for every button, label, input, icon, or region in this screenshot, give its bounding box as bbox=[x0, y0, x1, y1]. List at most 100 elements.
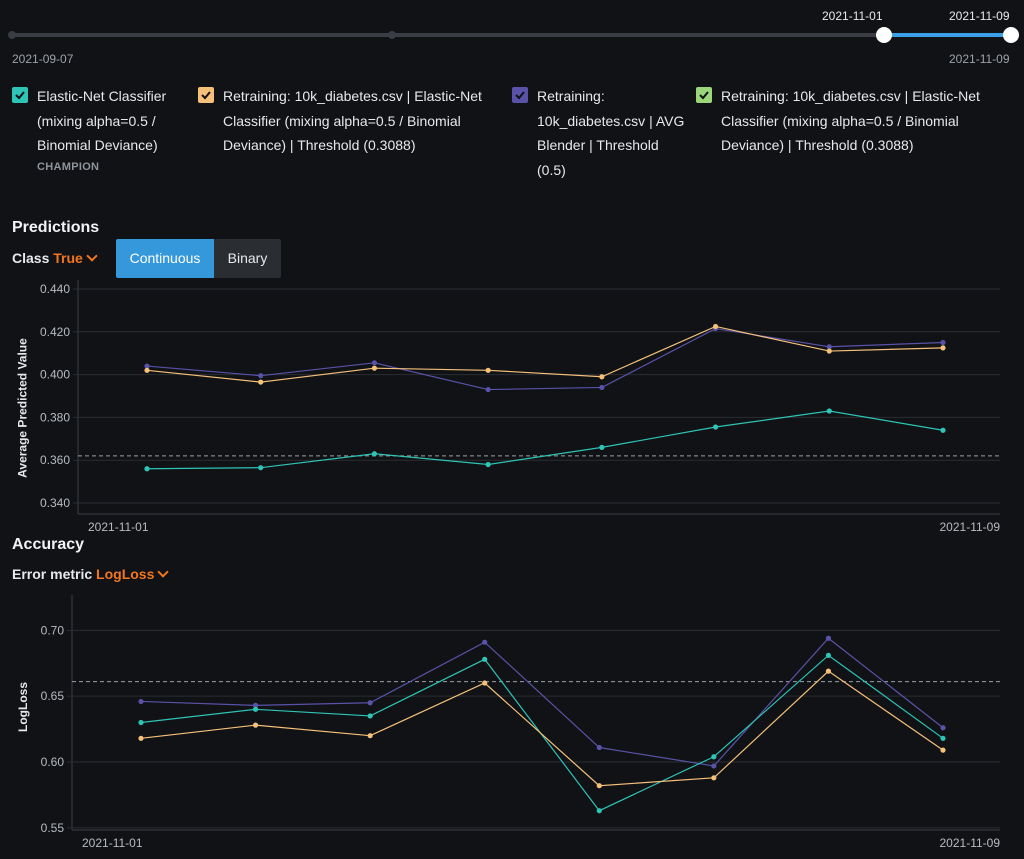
data-point bbox=[482, 656, 488, 662]
accuracy-title: Accuracy bbox=[12, 536, 85, 553]
error-metric-value[interactable]: LogLoss bbox=[96, 566, 155, 582]
data-point bbox=[258, 373, 264, 379]
error-metric-selector[interactable]: Error metric LogLoss bbox=[12, 566, 170, 582]
legend-label-line: 10k_diabetes.csv | AVG bbox=[537, 112, 685, 129]
checkbox[interactable] bbox=[696, 87, 712, 103]
data-point bbox=[252, 706, 259, 712]
y-tick-label: 0.60 bbox=[41, 755, 65, 769]
data-point bbox=[371, 360, 378, 366]
timeline-tick bbox=[388, 31, 396, 39]
data-point bbox=[825, 635, 832, 641]
data-point bbox=[825, 652, 832, 658]
data-point bbox=[940, 747, 946, 753]
y-tick-label: 0.360 bbox=[40, 453, 70, 467]
data-point bbox=[596, 744, 602, 751]
data-point bbox=[826, 344, 832, 350]
check-icon bbox=[201, 91, 211, 100]
champion-badge: CHAMPION bbox=[37, 160, 100, 173]
data-point bbox=[138, 719, 144, 726]
data-point bbox=[596, 783, 602, 789]
class-selector[interactable]: Class True bbox=[12, 250, 98, 266]
range-end-handle[interactable] bbox=[1003, 27, 1019, 43]
x-tick-label: 2021-11-09 bbox=[940, 520, 1001, 534]
check-icon bbox=[15, 91, 25, 100]
data-point bbox=[711, 754, 717, 760]
check-icon bbox=[515, 91, 525, 100]
series-line bbox=[146, 410, 944, 470]
range-start-handle[interactable] bbox=[876, 27, 892, 43]
data-point bbox=[367, 733, 373, 739]
range-end-label: 2021-11-09 bbox=[949, 9, 1010, 23]
data-point bbox=[712, 323, 719, 330]
data-point bbox=[711, 763, 717, 769]
data-point bbox=[367, 713, 373, 719]
continuous-toggle-button[interactable]: Continuous bbox=[116, 239, 214, 278]
legend-label-line: Deviance) | Threshold (0.3088) bbox=[223, 137, 416, 153]
legend-label-line: Retraining: 10k_diabetes.csv | Elastic-N… bbox=[721, 88, 980, 104]
data-point bbox=[138, 735, 144, 741]
checkbox[interactable] bbox=[12, 87, 28, 103]
data-point bbox=[258, 465, 264, 471]
data-point bbox=[485, 367, 491, 373]
legend-label-line: (mixing alpha=0.5 / bbox=[37, 112, 156, 129]
data-point bbox=[940, 427, 946, 433]
data-point bbox=[367, 700, 373, 706]
legend-label-line: Retraining: 10k_diabetes.csv | Elastic-N… bbox=[223, 88, 482, 104]
data-point bbox=[826, 408, 832, 414]
y-tick-label: 0.55 bbox=[41, 821, 65, 835]
checkbox[interactable] bbox=[198, 87, 214, 103]
legend-label-line: Elastic-Net Classifier bbox=[37, 88, 167, 104]
x-tick-label: 2021-11-01 bbox=[82, 836, 143, 850]
timeline-start-label: 2021-09-07 bbox=[12, 52, 74, 66]
y-tick-label: 0.380 bbox=[40, 410, 70, 424]
data-point bbox=[940, 725, 946, 731]
data-point bbox=[371, 451, 378, 457]
x-tick-label: 2021-11-09 bbox=[940, 836, 1001, 850]
data-point bbox=[599, 374, 605, 380]
data-point bbox=[144, 363, 150, 369]
data-point bbox=[599, 444, 605, 450]
series-line bbox=[140, 654, 944, 812]
y-tick-label: 0.440 bbox=[40, 282, 70, 296]
y-tick-label: 0.400 bbox=[40, 368, 70, 382]
data-point bbox=[712, 424, 719, 430]
class-selector-label: Class bbox=[12, 250, 50, 266]
data-point bbox=[599, 384, 605, 391]
y-tick-label: 0.65 bbox=[41, 689, 65, 703]
series-line bbox=[140, 670, 944, 787]
y-tick-label: 0.340 bbox=[40, 496, 70, 510]
data-point bbox=[258, 379, 264, 385]
legend-label-line: Blender | Threshold bbox=[537, 137, 659, 153]
timeline-track-svg bbox=[8, 27, 1019, 43]
data-point bbox=[252, 702, 259, 708]
legend-label-line: Classifier (mixing alpha=0.5 / Binomial bbox=[721, 112, 959, 129]
data-point bbox=[940, 345, 946, 351]
legend-label-line: (0.5) bbox=[537, 161, 566, 178]
data-point bbox=[371, 365, 378, 371]
class-selector-value[interactable]: True bbox=[53, 250, 83, 266]
y-tick-label: 0.420 bbox=[40, 325, 70, 339]
accuracy-chart: 0.55 0.60 0.65 0.70 2021-11-01 2021-11-09 bbox=[41, 595, 1001, 850]
data-point bbox=[711, 775, 717, 781]
data-point bbox=[485, 461, 491, 468]
chevron-down-icon[interactable] bbox=[157, 566, 170, 578]
data-point bbox=[596, 808, 602, 814]
legend-label-line: Deviance) | Threshold (0.3088) bbox=[721, 137, 914, 153]
y-tick-label: 0.70 bbox=[41, 623, 65, 637]
chevron-down-icon[interactable] bbox=[86, 250, 98, 262]
binary-toggle-button[interactable]: Binary bbox=[214, 239, 281, 278]
data-point bbox=[138, 698, 144, 705]
data-point bbox=[252, 722, 259, 728]
timeline-tick bbox=[8, 31, 16, 39]
series-line bbox=[146, 325, 944, 383]
error-metric-label: Error metric bbox=[12, 566, 93, 582]
data-point bbox=[826, 348, 832, 354]
data-point bbox=[940, 339, 946, 346]
data-point bbox=[482, 680, 488, 686]
predictions-chart: 0.340 0.360 0.380 0.400 0.420 0.440 2021-11-01… bbox=[40, 280, 1001, 534]
legend-label-line: Classifier (mixing alpha=0.5 / Binomial bbox=[223, 112, 461, 129]
data-point bbox=[825, 668, 832, 674]
checkbox[interactable] bbox=[512, 87, 528, 103]
predictions-title: Predictions bbox=[12, 219, 100, 236]
data-point bbox=[482, 639, 488, 645]
